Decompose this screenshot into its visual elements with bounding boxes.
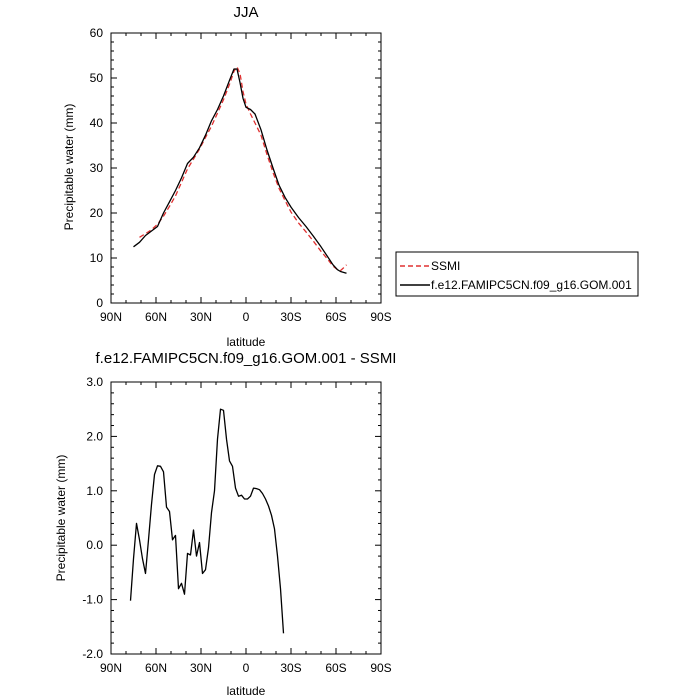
top-x-axis-label: latitude [227,335,266,349]
x-tick-label: 0 [243,310,250,324]
bottom-y-axis-label: Precipitable water (mm) [54,455,68,582]
x-tick-label: 0 [243,661,250,675]
legend-ssmi-label: SSMI [431,259,460,273]
plot-frame [110,381,382,655]
x-tick-label: 60S [325,661,346,675]
y-tick-label: -2.0 [82,647,103,661]
x-tick-label: 90N [100,661,122,675]
top-y-axis-label: Precipitable water (mm) [62,104,76,231]
x-tick-label: 90N [100,310,122,324]
series-line-difference [129,408,285,634]
y-tick-label: 20 [90,206,104,220]
x-tick-label: 30N [190,310,212,324]
top-chart-title: JJA [233,4,258,21]
y-tick-label: 50 [90,71,104,85]
x-tick-label: 90S [370,310,391,324]
y-tick-label: -1.0 [82,593,103,607]
legend: SSMI f.e12.FAMIPC5CN.f09_g16.GOM.001 [395,251,639,297]
x-tick-label: 30S [280,661,301,675]
bottom-plot-area: 90N 60N 30N 0 30S 60S 90S -2.0 -1.0 0.0 1.0 2.0 3.0 [82,375,391,675]
bottom-panel: f.e12.FAMIPC5CN.f09_g16.GOM.001 - SSMI P… [54,350,396,698]
y-tick-label: 0 [96,296,103,310]
bottom-chart-title: f.e12.FAMIPC5CN.f09_g16.GOM.001 - SSMI [96,350,397,367]
y-tick-label: 10 [90,251,104,265]
y-tick-label: 1.0 [86,484,103,498]
legend-model-label: f.e12.FAMIPC5CN.f09_g16.GOM.001 [431,278,632,292]
x-tick-label: 60N [145,310,167,324]
y-tick-label: 40 [90,116,104,130]
series-line-f-e12-famipc5cn-f09-g16-gom-001 [133,68,347,274]
x-tick-label: 30S [280,310,301,324]
x-tick-label: 60S [325,310,346,324]
series-line-ssmi [139,66,347,272]
y-tick-label: 30 [90,161,104,175]
top-panel: JJA Precipitable water (mm) latitude 90N… [62,4,392,349]
y-tick-label: 0.0 [86,538,103,552]
y-tick-label: 2.0 [86,429,103,443]
x-tick-label: 90S [370,661,391,675]
y-tick-label: 60 [90,26,104,40]
top-plot-area: 90N 60N 30N 0 30S 60S 90S 0 10 20 30 40 50 60 [90,26,392,324]
bottom-x-axis-label: latitude [227,684,266,698]
plot-frame [110,32,382,304]
x-tick-label: 30N [190,661,212,675]
y-tick-label: 3.0 [86,375,103,389]
legend-box [395,251,639,297]
x-tick-label: 60N [145,661,167,675]
